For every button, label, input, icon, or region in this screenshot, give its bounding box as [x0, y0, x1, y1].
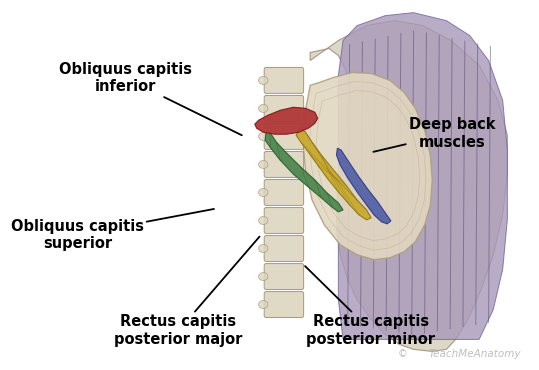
Ellipse shape [259, 273, 268, 280]
Polygon shape [336, 148, 391, 224]
FancyBboxPatch shape [264, 263, 303, 289]
Polygon shape [303, 73, 432, 260]
Ellipse shape [259, 216, 268, 225]
FancyBboxPatch shape [264, 292, 303, 317]
FancyBboxPatch shape [264, 236, 303, 262]
Text: Obliquus capitis
inferior: Obliquus capitis inferior [59, 62, 242, 135]
Polygon shape [338, 13, 507, 339]
Polygon shape [310, 21, 507, 352]
FancyBboxPatch shape [264, 208, 303, 233]
Text: TeachMeAnatomy: TeachMeAnatomy [429, 349, 522, 359]
Ellipse shape [259, 300, 268, 309]
Text: Rectus capitis
posterior minor: Rectus capitis posterior minor [305, 266, 436, 347]
Ellipse shape [259, 132, 268, 141]
Ellipse shape [259, 188, 268, 196]
Ellipse shape [259, 245, 268, 252]
Ellipse shape [259, 104, 268, 112]
Text: Rectus capitis
posterior major: Rectus capitis posterior major [114, 236, 259, 347]
Ellipse shape [259, 161, 268, 168]
Text: Deep back
muscles: Deep back muscles [374, 117, 495, 152]
Ellipse shape [259, 77, 268, 84]
Text: ©: © [397, 349, 407, 359]
FancyBboxPatch shape [264, 95, 303, 121]
FancyBboxPatch shape [264, 179, 303, 205]
Text: Obliquus capitis
superior: Obliquus capitis superior [11, 209, 214, 251]
Polygon shape [255, 107, 317, 134]
Polygon shape [265, 132, 343, 212]
FancyBboxPatch shape [264, 151, 303, 177]
FancyBboxPatch shape [264, 67, 303, 93]
Polygon shape [296, 128, 371, 220]
FancyBboxPatch shape [264, 124, 303, 149]
